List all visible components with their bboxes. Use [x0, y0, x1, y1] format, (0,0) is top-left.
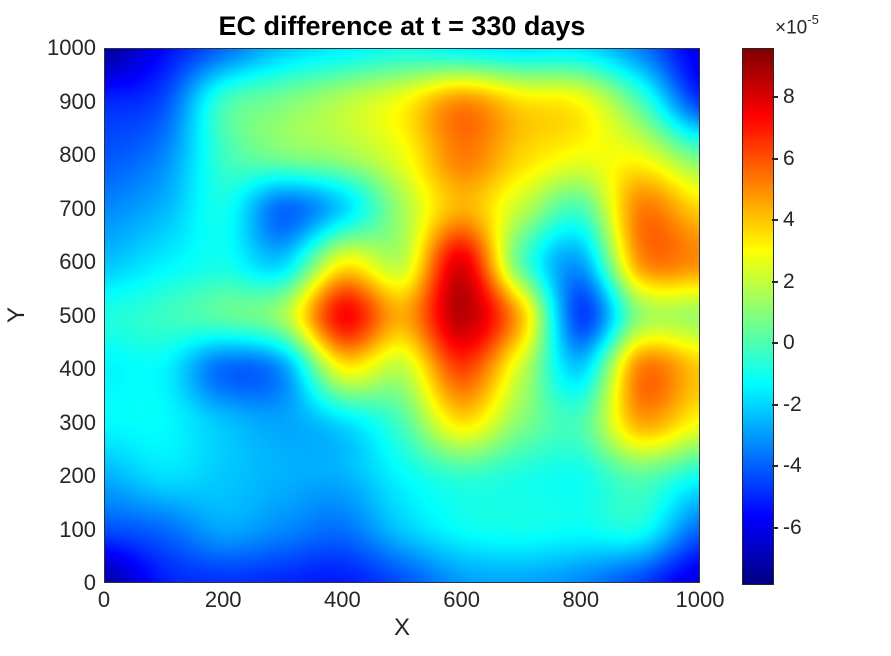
colorbar-tick-label: 8	[783, 85, 795, 109]
colorbar-exponent-base: ×10	[775, 17, 808, 39]
colorbar-tick-mark	[772, 157, 778, 160]
colorbar-tick-mark	[772, 526, 778, 529]
colorbar-tick-label: 0	[783, 331, 795, 355]
y-tick-label: 800	[59, 142, 96, 167]
colorbar-tick-label: 4	[783, 208, 795, 232]
colorbar-tick-label: 6	[783, 146, 795, 170]
x-tick-label: 800	[562, 587, 600, 612]
heatmap-plot-area	[104, 48, 700, 583]
colorbar-tick-label: -2	[783, 392, 802, 416]
colorbar-exponent-power: -5	[807, 12, 819, 27]
chart-title: EC difference at t = 330 days	[218, 11, 586, 41]
colorbar-tick-mark	[772, 465, 778, 468]
y-tick-label: 900	[59, 88, 96, 114]
colorbar-exponent-label: ×10-5	[775, 12, 819, 39]
colorbar-tick-label: -4	[783, 454, 802, 478]
y-tick-label: 500	[59, 302, 96, 328]
colorbar-tick-mark	[772, 403, 778, 406]
y-tick-label: 200	[59, 463, 96, 488]
x-tick-label: 600	[443, 587, 480, 612]
y-tick-label: 400	[59, 356, 96, 381]
colorbar-tick-mark	[772, 219, 778, 222]
y-tick-label: 300	[59, 409, 96, 435]
colorbar-tick-mark	[772, 342, 778, 345]
y-tick-label: 1000	[47, 35, 96, 60]
colorbar-tick-mark	[772, 280, 778, 283]
colorbar-tick-label: -6	[783, 515, 802, 539]
colorbar-canvas	[743, 49, 773, 584]
y-axis-label: Y	[3, 307, 30, 324]
x-tick-label: 1000	[675, 587, 725, 612]
x-tick-label: 0	[97, 587, 111, 612]
y-tick-label: 600	[59, 249, 96, 274]
y-tick-label: 100	[59, 516, 96, 542]
colorbar	[742, 48, 774, 585]
x-axis-label: X	[393, 614, 410, 641]
y-tick-label: 0	[83, 570, 96, 595]
colorbar-tick-mark	[772, 96, 778, 99]
colorbar-tick-label: 2	[783, 269, 795, 293]
x-tick-label: 200	[204, 587, 242, 612]
y-tick-label: 700	[59, 195, 96, 221]
heatmap-canvas	[104, 48, 700, 583]
x-tick-label: 400	[324, 587, 361, 612]
